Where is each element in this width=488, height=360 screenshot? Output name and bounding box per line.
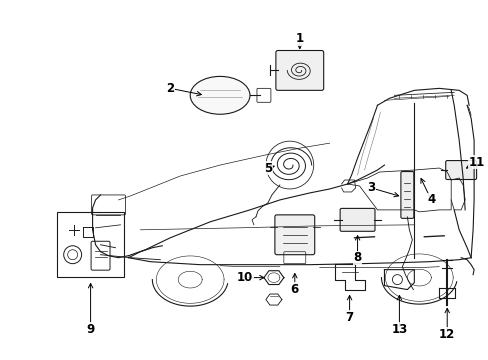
Text: 8: 8	[353, 251, 361, 264]
FancyBboxPatch shape	[400, 171, 413, 219]
Text: 9: 9	[86, 323, 95, 336]
FancyBboxPatch shape	[445, 161, 476, 180]
Text: 1: 1	[295, 32, 303, 45]
FancyBboxPatch shape	[275, 50, 323, 90]
Text: 13: 13	[390, 323, 407, 336]
Ellipse shape	[190, 76, 249, 114]
Text: 12: 12	[438, 328, 454, 341]
Text: 6: 6	[290, 283, 298, 296]
Bar	[57, 212, 124, 277]
Text: 3: 3	[366, 181, 375, 194]
Text: 4: 4	[427, 193, 434, 206]
FancyBboxPatch shape	[274, 215, 314, 255]
Text: 5: 5	[263, 162, 271, 175]
FancyBboxPatch shape	[340, 208, 374, 231]
Text: 11: 11	[468, 156, 484, 168]
Text: 2: 2	[166, 82, 174, 95]
Text: 10: 10	[236, 271, 253, 284]
Text: 7: 7	[345, 311, 353, 324]
